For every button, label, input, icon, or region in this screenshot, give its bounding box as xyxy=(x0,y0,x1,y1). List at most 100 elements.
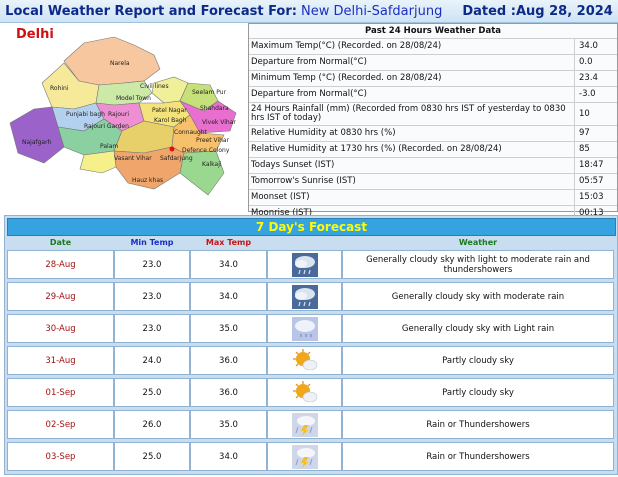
map-label-palam: Palam xyxy=(100,143,119,150)
table-row: Maximum Temp(°C) (Recorded. on 28/08/24)… xyxy=(249,39,617,55)
col-head-max: Max Temp xyxy=(205,238,252,247)
forecast-row: 31-Aug 24.0 36.0 Partly cloudy sky xyxy=(7,346,614,375)
forecast-weather-text: Partly cloudy sky xyxy=(342,346,614,375)
forecast-icon-cell xyxy=(267,410,342,439)
past-24h-table: Maximum Temp(°C) (Recorded. on 28/08/24)… xyxy=(249,39,617,222)
past-24h-panel: Past 24 Hours Weather Data Maximum Temp(… xyxy=(248,23,618,222)
forecast-date: 03-Sep xyxy=(7,442,114,471)
forecast-max-temp: 34.0 xyxy=(190,250,267,279)
forecast-date: 01-Sep xyxy=(7,378,114,407)
table-row: Moonset (IST) 15:03 xyxy=(249,189,617,206)
row-label: Relative Humidity at 1730 hrs (%) (Recor… xyxy=(249,141,575,158)
forecast-row: 30-Aug 23.0 35.0 Generally cloudy sky with … xyxy=(7,314,614,343)
table-row: Tomorrow's Sunrise (IST) 05:57 xyxy=(249,173,617,190)
row-label: Minimum Temp (°C) (Recorded. on 28/08/24… xyxy=(249,70,575,87)
forecast-date: 29-Aug xyxy=(7,282,114,311)
forecast-min-temp: 24.0 xyxy=(114,346,190,375)
row-value: 18:47 xyxy=(574,157,617,174)
forecast-max-temp: 35.0 xyxy=(190,410,267,439)
table-row: Relative Humidity at 0830 hrs (%) 97 xyxy=(249,125,617,142)
col-head-min: Min Temp xyxy=(130,238,174,247)
row-label: Departure from Normal(°C) xyxy=(249,54,575,71)
forecast-min-temp: 23.0 xyxy=(114,282,190,311)
row-value: 23.4 xyxy=(574,70,617,87)
past-24h-title: Past 24 Hours Weather Data xyxy=(249,24,617,39)
page-header: Local Weather Report and Forecast For: N… xyxy=(0,0,618,23)
forecast-max-temp: 34.0 xyxy=(190,282,267,311)
map-label-rajouri-garden: Rajouri Garden xyxy=(84,123,129,130)
map-label-seelam-pur: Seelam Pur xyxy=(192,89,227,96)
forecast-min-temp: 25.0 xyxy=(114,378,190,407)
col-head-weather: Weather xyxy=(458,238,498,247)
map-label-preet-vihar: Preet Vihar xyxy=(196,137,230,144)
map-label-defence-colony: Defence Colony xyxy=(182,147,230,154)
forecast-icon-cell xyxy=(267,282,342,311)
row-label: Todays Sunset (IST) xyxy=(249,157,575,174)
forecast-weather-text: Rain or Thundershowers xyxy=(342,410,614,439)
map-label-civil-lines: Civil lines xyxy=(140,83,169,90)
map-label-model-town: Model Town xyxy=(116,95,151,102)
table-row: Departure from Normal(°C) -3.0 xyxy=(249,86,617,103)
forecast-row: 29-Aug 23.0 34.0 Generally cloudy sky with … xyxy=(7,282,614,311)
forecast-min-temp: 25.0 xyxy=(114,442,190,471)
forecast-weather-text: Generally cloudy sky with moderate rain xyxy=(342,282,614,311)
rain-thunder-cloud-icon xyxy=(292,252,318,277)
seven-day-forecast: 7 Day's Forecast Date Min Temp Max Temp … xyxy=(4,215,618,475)
table-row: 24 Hours Rainfall (mm) (Recorded from 08… xyxy=(249,102,617,126)
rain-thunder-cloud-icon xyxy=(292,284,318,309)
row-label: Moonset (IST) xyxy=(249,189,575,206)
map-label-narela: Narela xyxy=(110,60,130,67)
map-label-hauz-khas: Hauz khas xyxy=(132,177,164,184)
map-title: Delhi xyxy=(16,27,54,42)
forecast-icon-cell xyxy=(267,442,342,471)
forecast-row: 01-Sep 25.0 36.0 Partly cloudy sky xyxy=(7,378,614,407)
map-label-kalkaji: Kalkaji xyxy=(202,161,222,168)
forecast-min-temp: 26.0 xyxy=(114,410,190,439)
row-value: 10 xyxy=(574,102,617,126)
forecast-row: 28-Aug 23.0 34.0 Generally cloudy sky with … xyxy=(7,250,614,279)
map-label-vivek-vihar: Vivek Vihar xyxy=(202,119,236,126)
forecast-date: 28-Aug xyxy=(7,250,114,279)
forecast-max-temp: 36.0 xyxy=(190,346,267,375)
map-label-rajouri: Rajouri xyxy=(108,111,129,118)
map-graphic xyxy=(9,36,237,196)
light-rain-cloud-icon xyxy=(292,316,318,341)
map-label-connaught: Connaught xyxy=(174,129,207,136)
map-label-vasant-vihar: Vasant Vihar xyxy=(114,155,152,162)
map-label-rohini: Rohini xyxy=(50,85,69,92)
delhi-district-map: Delhi Narela Rohini Model Town Civil lin… xyxy=(4,23,246,209)
forecast-max-temp: 34.0 xyxy=(190,442,267,471)
thundershower-icon xyxy=(292,444,318,469)
forecast-row: 03-Sep 25.0 34.0 Rain or Thundershowers xyxy=(7,442,614,471)
map-label-najafgarh: Najafgarh xyxy=(22,139,52,146)
thundershower-icon xyxy=(292,412,318,437)
header-prefix: Local Weather Report and Forecast For: xyxy=(5,3,297,19)
row-label: Maximum Temp(°C) (Recorded. on 28/08/24) xyxy=(249,39,575,55)
partly-cloudy-icon xyxy=(292,380,318,405)
row-value: 97 xyxy=(574,125,617,142)
row-value: 34.0 xyxy=(574,39,617,55)
map-label-karol-bagh: Karol Bagh xyxy=(154,117,187,124)
map-label-shahdara: Shahdara xyxy=(200,105,229,112)
row-value: 85 xyxy=(574,141,617,158)
forecast-min-temp: 23.0 xyxy=(114,250,190,279)
forecast-max-temp: 36.0 xyxy=(190,378,267,407)
row-value: 0.0 xyxy=(574,54,617,71)
row-value: -3.0 xyxy=(574,86,617,103)
map-label-safdarjung: Safdarjung xyxy=(160,155,193,162)
forecast-icon-cell xyxy=(267,378,342,407)
table-row: Relative Humidity at 1730 hrs (%) (Recor… xyxy=(249,141,617,158)
table-row: Departure from Normal(°C) 0.0 xyxy=(249,54,617,71)
forecast-icon-cell xyxy=(267,250,342,279)
forecast-date: 30-Aug xyxy=(7,314,114,343)
row-value: 05:57 xyxy=(574,173,617,190)
forecast-row: 02-Sep 26.0 35.0 Rain or Thundershowers xyxy=(7,410,614,439)
map-label-punjabi-bagh: Punjabi bagh xyxy=(66,111,105,118)
forecast-icon-cell xyxy=(267,346,342,375)
forecast-icon-cell xyxy=(267,314,342,343)
row-label: Departure from Normal(°C) xyxy=(249,86,575,103)
forecast-weather-text: Partly cloudy sky xyxy=(342,378,614,407)
partly-cloudy-icon xyxy=(292,348,318,373)
row-label: 24 Hours Rainfall (mm) (Recorded from 08… xyxy=(249,102,575,126)
row-label: Relative Humidity at 0830 hrs (%) xyxy=(249,125,575,142)
